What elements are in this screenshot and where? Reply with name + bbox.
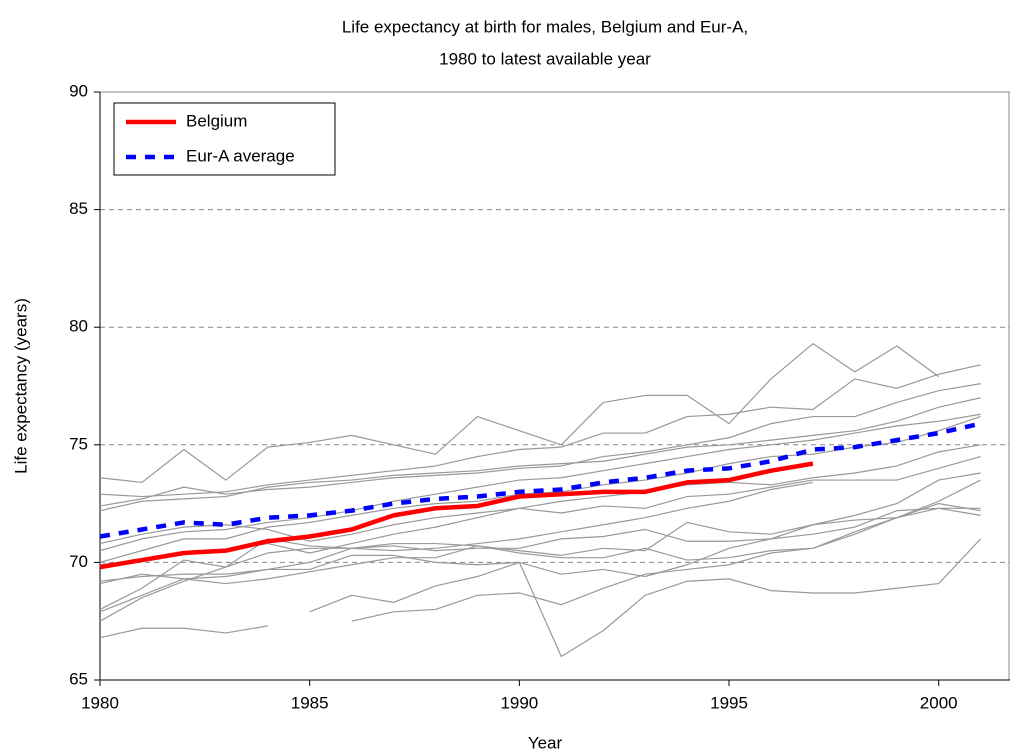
y-tick-label: 65	[69, 669, 88, 688]
x-tick-label: 1985	[291, 693, 329, 712]
legend-label: Belgium	[186, 111, 247, 130]
plot-frame	[99, 91, 1010, 681]
background-line	[99, 507, 981, 639]
chart-title: Life expectancy at birth for males, Belg…	[342, 17, 748, 36]
background-line	[99, 397, 981, 512]
y-axis-label: Life expectancy (years)	[11, 298, 30, 474]
background-line	[99, 538, 982, 658]
background-line	[99, 444, 981, 545]
background-line	[99, 503, 981, 613]
y-tick-label: 75	[69, 434, 88, 453]
background-line	[309, 472, 981, 613]
y-tick-label: 70	[69, 552, 88, 571]
background-line	[99, 481, 814, 610]
legend-label: Eur-A average	[186, 146, 295, 165]
x-tick-label: 1995	[710, 693, 748, 712]
background-line	[99, 479, 981, 622]
chart-title: 1980 to latest available year	[439, 49, 651, 68]
background-line	[99, 364, 981, 498]
series-line	[99, 421, 982, 539]
x-tick-label: 2000	[920, 693, 958, 712]
legend-box	[113, 102, 336, 176]
x-axis-label: Year	[528, 733, 563, 752]
series-line	[99, 461, 814, 570]
background-line	[99, 507, 981, 582]
x-tick-label: 1980	[81, 693, 119, 712]
background-line	[99, 416, 981, 563]
y-tick-label: 90	[69, 81, 88, 100]
background-line	[99, 413, 981, 552]
y-tick-label: 85	[69, 199, 88, 218]
x-tick-label: 1990	[500, 693, 538, 712]
y-tick-label: 80	[69, 317, 88, 336]
background-line	[99, 343, 940, 484]
